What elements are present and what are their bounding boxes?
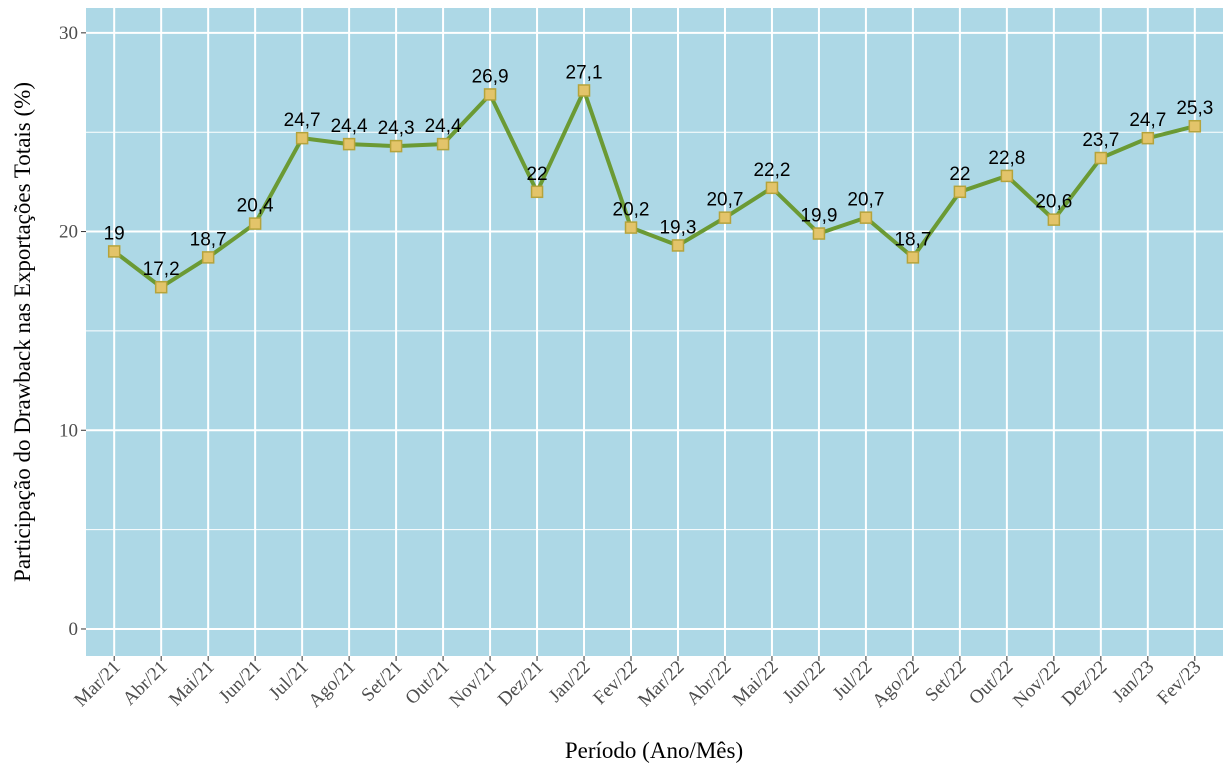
marker — [107, 245, 121, 258]
x-tick-label: Dez/22 — [1058, 657, 1112, 711]
x-tick-label: Jan/23 — [1108, 657, 1158, 707]
x-tick-label: Mar/22 — [634, 657, 688, 711]
marker — [859, 211, 873, 224]
marker — [1000, 169, 1014, 183]
y-tick-label: 10 — [59, 420, 78, 441]
marker — [577, 84, 591, 97]
x-tick-label: Mai/21 — [165, 657, 219, 711]
x-tick-label: Nov/22 — [1009, 657, 1064, 712]
marker — [671, 239, 685, 252]
marker — [1094, 151, 1108, 165]
value-label: 20,6 — [1035, 192, 1072, 213]
x-tick-label: Out/22 — [965, 657, 1017, 709]
value-label: 24,4 — [331, 116, 368, 137]
value-label: 24,7 — [1129, 110, 1166, 131]
marker — [295, 131, 309, 145]
x-tick-label: Ago/21 — [304, 657, 359, 712]
value-label: 20,4 — [237, 196, 274, 217]
y-tick-label: 20 — [59, 222, 78, 243]
marker — [1188, 119, 1202, 133]
x-tick-label: Dez/21 — [494, 657, 548, 711]
value-label: 20,7 — [706, 190, 743, 211]
value-label: 27,1 — [566, 62, 603, 83]
marker — [483, 88, 497, 101]
marker — [1141, 131, 1155, 145]
value-label: 24,3 — [378, 118, 415, 139]
y-tick-label: 0 — [69, 619, 79, 640]
value-label: 24,4 — [425, 116, 462, 137]
value-label: 22 — [526, 164, 547, 185]
value-label: 23,7 — [1082, 130, 1119, 151]
value-label: 17,2 — [143, 259, 180, 280]
marker — [906, 251, 920, 264]
marker — [530, 185, 544, 199]
value-label: 22,8 — [988, 148, 1025, 169]
value-label: 22 — [949, 164, 970, 185]
value-label: 18,7 — [894, 229, 931, 250]
x-tick-label: Ago/22 — [868, 657, 923, 712]
x-tick-label: Abr/21 — [119, 657, 172, 710]
x-axis-title: Período (Ano/Mês) — [565, 738, 743, 763]
value-label: 22,2 — [753, 160, 790, 181]
y-axis-title: Participação do Drawback nas Exportações… — [10, 82, 35, 582]
marker — [765, 181, 779, 195]
x-tick-label: Fev/23 — [1153, 657, 1205, 709]
value-label: 19,9 — [800, 206, 837, 227]
data-line — [112, 88, 1196, 290]
x-tick-label: Set/22 — [921, 657, 970, 706]
marker — [1047, 213, 1061, 226]
x-tick-label: Jun/21 — [215, 657, 266, 708]
marker — [436, 137, 450, 151]
marker — [389, 139, 403, 153]
x-tick-label: Mai/22 — [729, 657, 783, 711]
x-tick-label: Jun/22 — [779, 657, 830, 708]
y-tick-label: 30 — [59, 23, 78, 44]
value-label: 19 — [104, 223, 125, 244]
value-label: 20,7 — [847, 190, 884, 211]
marker — [718, 211, 732, 224]
marker — [201, 251, 215, 264]
marker — [248, 217, 262, 230]
panel — [86, 8, 1223, 656]
marker — [624, 221, 638, 234]
value-label: 26,9 — [472, 66, 509, 87]
x-tick-label: Nov/21 — [445, 657, 500, 712]
value-label: 25,3 — [1176, 98, 1213, 119]
x-tick-label: Out/21 — [401, 657, 453, 709]
value-label: 24,7 — [284, 110, 321, 131]
marker — [154, 280, 168, 294]
value-label: 20,2 — [613, 200, 650, 221]
x-tick-label: Set/21 — [357, 657, 406, 706]
value-label: 18,7 — [190, 229, 227, 250]
x-tick-label: Abr/22 — [683, 657, 736, 710]
value-label: 19,3 — [659, 217, 696, 238]
x-tick-label: Jan/22 — [545, 657, 595, 707]
x-tick-label: Mar/21 — [70, 657, 124, 711]
marker — [812, 227, 826, 240]
marker — [342, 137, 356, 151]
x-tick-label: Fev/22 — [589, 657, 641, 709]
marker — [953, 185, 967, 199]
